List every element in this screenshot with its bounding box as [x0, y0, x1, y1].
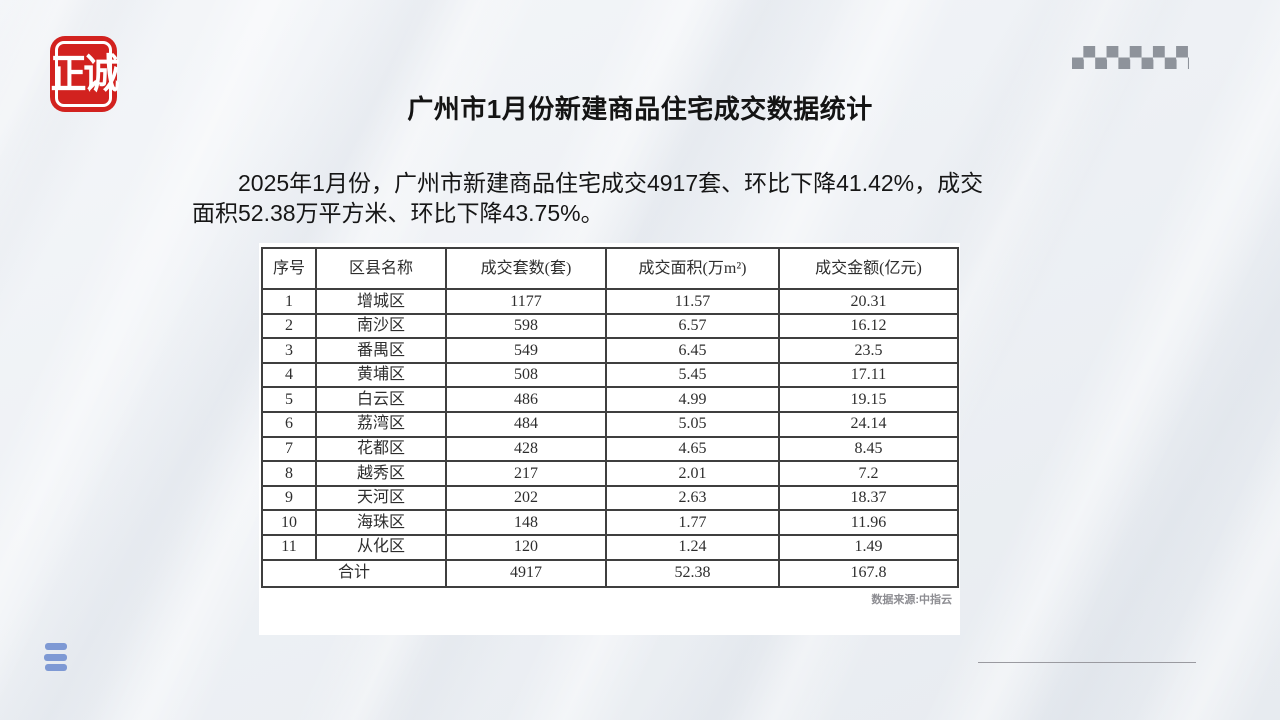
table-cell: 11.96 — [778, 509, 959, 536]
table-cell: 549 — [445, 337, 607, 364]
table-cell: 花都区 — [315, 435, 447, 463]
table-row: 11 从化区 120 1.24 1.49 — [261, 533, 959, 561]
table-cell: 增城区 — [315, 288, 447, 315]
table-row: 5 白云区 486 4.99 19.15 — [261, 386, 959, 413]
table-cell: 23.5 — [778, 337, 959, 364]
table-cell: 120 — [445, 533, 607, 561]
table-cell: 天河区 — [315, 484, 447, 512]
table-cell: 428 — [445, 435, 607, 463]
menu-bar — [45, 664, 67, 671]
table-cell: 17.11 — [778, 361, 959, 389]
table-body: 1 增城区 1177 11.57 20.31 2 南沙区 598 6.57 16.12 3 番禺区 54… — [261, 288, 959, 561]
table-cell: 1.77 — [605, 509, 780, 536]
table-cell: 8 — [261, 460, 317, 487]
total-units-cell: 4917 — [445, 558, 607, 588]
table-cell: 11.57 — [605, 288, 780, 315]
table-cell: 1 — [261, 288, 317, 315]
table-cell: 从化区 — [315, 533, 447, 561]
header-cell-area: 成交面积(万m²) — [605, 247, 780, 290]
table-cell: 6.57 — [605, 312, 780, 340]
table-cell: 4.65 — [605, 435, 780, 463]
slide-title: 广州市1月份新建商品住宅成交数据统计 — [407, 94, 873, 124]
table-cell: 4.99 — [605, 386, 780, 413]
table-cell: 5.05 — [605, 410, 780, 438]
total-amount-cell: 167.8 — [778, 558, 959, 588]
table-cell: 508 — [445, 361, 607, 389]
table-row: 3 番禺区 549 6.45 23.5 — [261, 337, 959, 364]
table-cell: 24.14 — [778, 410, 959, 438]
table-row: 7 花都区 428 4.65 8.45 — [261, 435, 959, 463]
paragraph-line-1: 2025年1月份，广州市新建商品住宅成交4917套、环比下降41.42%，成交 — [238, 170, 984, 196]
table-cell: 16.12 — [778, 312, 959, 340]
table-cell: 202 — [445, 484, 607, 512]
header-cell-no: 序号 — [261, 247, 317, 290]
table-panel: 序号 区县名称 成交套数(套) 成交面积(万m²) 成交金额(亿元) 1 增城区 1… — [259, 243, 960, 635]
logo-frame — [55, 41, 112, 107]
table-cell: 荔湾区 — [315, 410, 447, 438]
table-cell: 19.15 — [778, 386, 959, 413]
table-row: 1 增城区 1177 11.57 20.31 — [261, 288, 959, 315]
table-cell: 黄埔区 — [315, 361, 447, 389]
total-label-cell: 合计 — [261, 558, 447, 588]
table-cell: 南沙区 — [315, 312, 447, 340]
table-cell: 18.37 — [778, 484, 959, 512]
table-row: 6 荔湾区 484 5.05 24.14 — [261, 410, 959, 438]
total-area-cell: 52.38 — [605, 558, 780, 588]
table-cell: 598 — [445, 312, 607, 340]
table-cell: 9 — [261, 484, 317, 512]
table-cell: 6.45 — [605, 337, 780, 364]
header-cell-district: 区县名称 — [315, 247, 447, 290]
table-cell: 5.45 — [605, 361, 780, 389]
table-cell: 1.24 — [605, 533, 780, 561]
table-header-row: 序号 区县名称 成交套数(套) 成交面积(万m²) 成交金额(亿元) — [261, 247, 959, 290]
menu-bars-decoration — [44, 643, 69, 675]
table-cell: 20.31 — [778, 288, 959, 315]
table-cell: 4 — [261, 361, 317, 389]
table-cell: 217 — [445, 460, 607, 487]
header-cell-amount: 成交金额(亿元) — [778, 247, 959, 290]
table-cell: 5 — [261, 386, 317, 413]
table-cell: 10 — [261, 509, 317, 536]
table-cell: 148 — [445, 509, 607, 536]
table-row: 10 海珠区 148 1.77 11.96 — [261, 509, 959, 536]
checker-decoration — [1072, 46, 1189, 70]
company-logo: 正诚 — [50, 36, 120, 112]
table-total-row: 合计 4917 52.38 167.8 — [261, 558, 959, 588]
table-cell: 2.63 — [605, 484, 780, 512]
table-cell: 7 — [261, 435, 317, 463]
table-row: 4 黄埔区 508 5.45 17.11 — [261, 361, 959, 389]
table-cell: 486 — [445, 386, 607, 413]
footer-line — [978, 662, 1196, 663]
table-cell: 484 — [445, 410, 607, 438]
table-cell: 11 — [261, 533, 317, 561]
header-cell-units: 成交套数(套) — [445, 247, 607, 290]
logo-text: 正诚 — [50, 51, 119, 97]
table-row: 2 南沙区 598 6.57 16.12 — [261, 312, 959, 340]
table-row: 8 越秀区 217 2.01 7.2 — [261, 460, 959, 487]
table-cell: 8.45 — [778, 435, 959, 463]
table-cell: 番禺区 — [315, 337, 447, 364]
table-cell: 7.2 — [778, 460, 959, 487]
table-cell: 3 — [261, 337, 317, 364]
table-cell: 白云区 — [315, 386, 447, 413]
table-cell: 海珠区 — [315, 509, 447, 536]
table-cell: 1.49 — [778, 533, 959, 561]
data-source-note: 数据来源:中指云 — [871, 593, 952, 606]
table-cell: 越秀区 — [315, 460, 447, 487]
summary-paragraph: 2025年1月份，广州市新建商品住宅成交4917套、环比下降41.42%，成交 … — [192, 168, 1022, 228]
table-cell: 2.01 — [605, 460, 780, 487]
table-cell: 1177 — [445, 288, 607, 315]
menu-bar — [44, 653, 67, 661]
housing-data-table: 序号 区县名称 成交套数(套) 成交面积(万m²) 成交金额(亿元) 1 增城区 1… — [261, 247, 959, 588]
table-cell: 2 — [261, 312, 317, 340]
menu-bar — [45, 643, 67, 650]
table-row: 9 天河区 202 2.63 18.37 — [261, 484, 959, 512]
table-cell: 6 — [261, 410, 317, 438]
paragraph-line-2: 面积52.38万平方米、环比下降43.75%。 — [192, 200, 604, 226]
